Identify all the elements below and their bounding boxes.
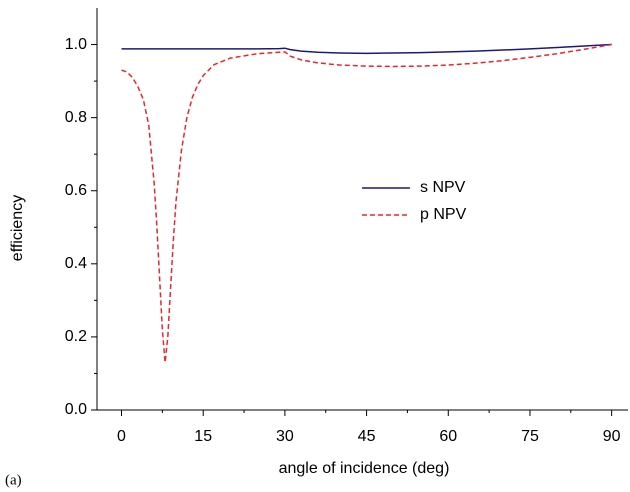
y-tick-label: 0.4	[65, 255, 87, 272]
x-tick-label: 15	[194, 428, 212, 445]
x-tick-label: 75	[521, 428, 539, 445]
x-tick-label: 45	[358, 428, 376, 445]
x-tick-label: 30	[276, 428, 294, 445]
y-axis-label: efficiency	[9, 195, 26, 261]
y-tick-label: 0.2	[65, 328, 87, 345]
x-axis-label: angle of incidence (deg)	[279, 460, 450, 477]
data-line	[121, 43, 612, 363]
data-line	[121, 43, 612, 55]
legend-label: s NPV	[420, 179, 466, 196]
y-tick-label: 0.8	[65, 109, 87, 126]
legend-label: p NPV	[420, 206, 467, 223]
y-tick-label: 0.0	[65, 401, 87, 418]
x-tick-label: 0	[117, 428, 126, 445]
x-tick-label: 90	[603, 428, 621, 445]
panel-label: (a)	[5, 472, 22, 488]
y-tick-label: 1.0	[65, 36, 87, 53]
x-tick-label: 60	[439, 428, 457, 445]
y-tick-label: 0.6	[65, 182, 87, 199]
